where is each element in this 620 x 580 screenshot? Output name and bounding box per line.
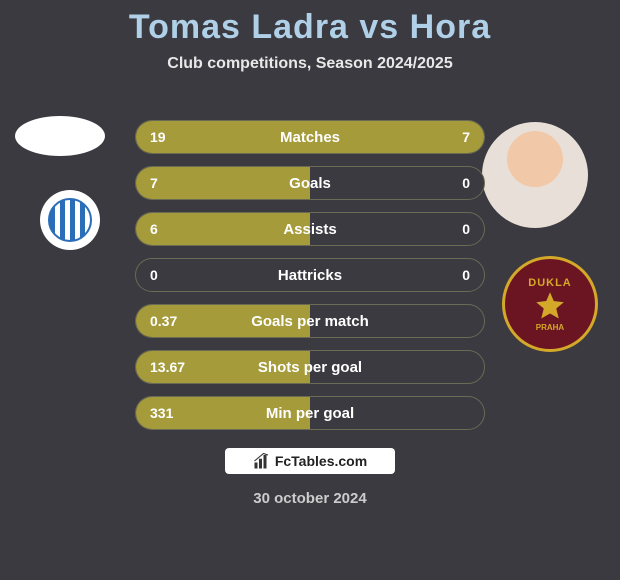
stat-value-right: 0	[462, 259, 470, 291]
stat-value-right: 0	[462, 213, 470, 245]
stat-value-right: 7	[462, 121, 470, 153]
page-title: Tomas Ladra vs Hora	[0, 0, 620, 47]
player-right-avatar	[482, 122, 588, 228]
club-left-badge-inner	[48, 198, 92, 242]
stat-label: Shots per goal	[136, 351, 484, 383]
stat-label: Goals	[136, 167, 484, 199]
stat-row: 331Min per goal	[135, 396, 485, 430]
footer-date: 30 october 2024	[0, 490, 620, 507]
stat-row: 6Assists0	[135, 212, 485, 246]
club-right-name: DUKLA	[528, 277, 572, 289]
club-right-badge: DUKLA PRAHA	[502, 256, 598, 352]
brand-text: FcTables.com	[275, 453, 367, 469]
club-right-city: PRAHA	[536, 323, 564, 332]
stat-row: 19Matches7	[135, 120, 485, 154]
stat-label: Min per goal	[136, 397, 484, 429]
stat-label: Matches	[136, 121, 484, 153]
star-icon	[535, 291, 565, 321]
stat-row: 7Goals0	[135, 166, 485, 200]
brand-badge: FcTables.com	[225, 448, 395, 474]
player-left-avatar	[15, 116, 105, 156]
stat-label: Hattricks	[136, 259, 484, 291]
stat-row: 0Hattricks0	[135, 258, 485, 292]
stat-label: Assists	[136, 213, 484, 245]
club-left-badge	[40, 190, 100, 250]
stat-row: 0.37Goals per match	[135, 304, 485, 338]
stats-container: 19Matches77Goals06Assists00Hattricks00.3…	[135, 120, 485, 442]
chart-icon	[253, 453, 271, 469]
stat-row: 13.67Shots per goal	[135, 350, 485, 384]
stat-label: Goals per match	[136, 305, 484, 337]
page-subtitle: Club competitions, Season 2024/2025	[0, 55, 620, 73]
stat-value-right: 0	[462, 167, 470, 199]
